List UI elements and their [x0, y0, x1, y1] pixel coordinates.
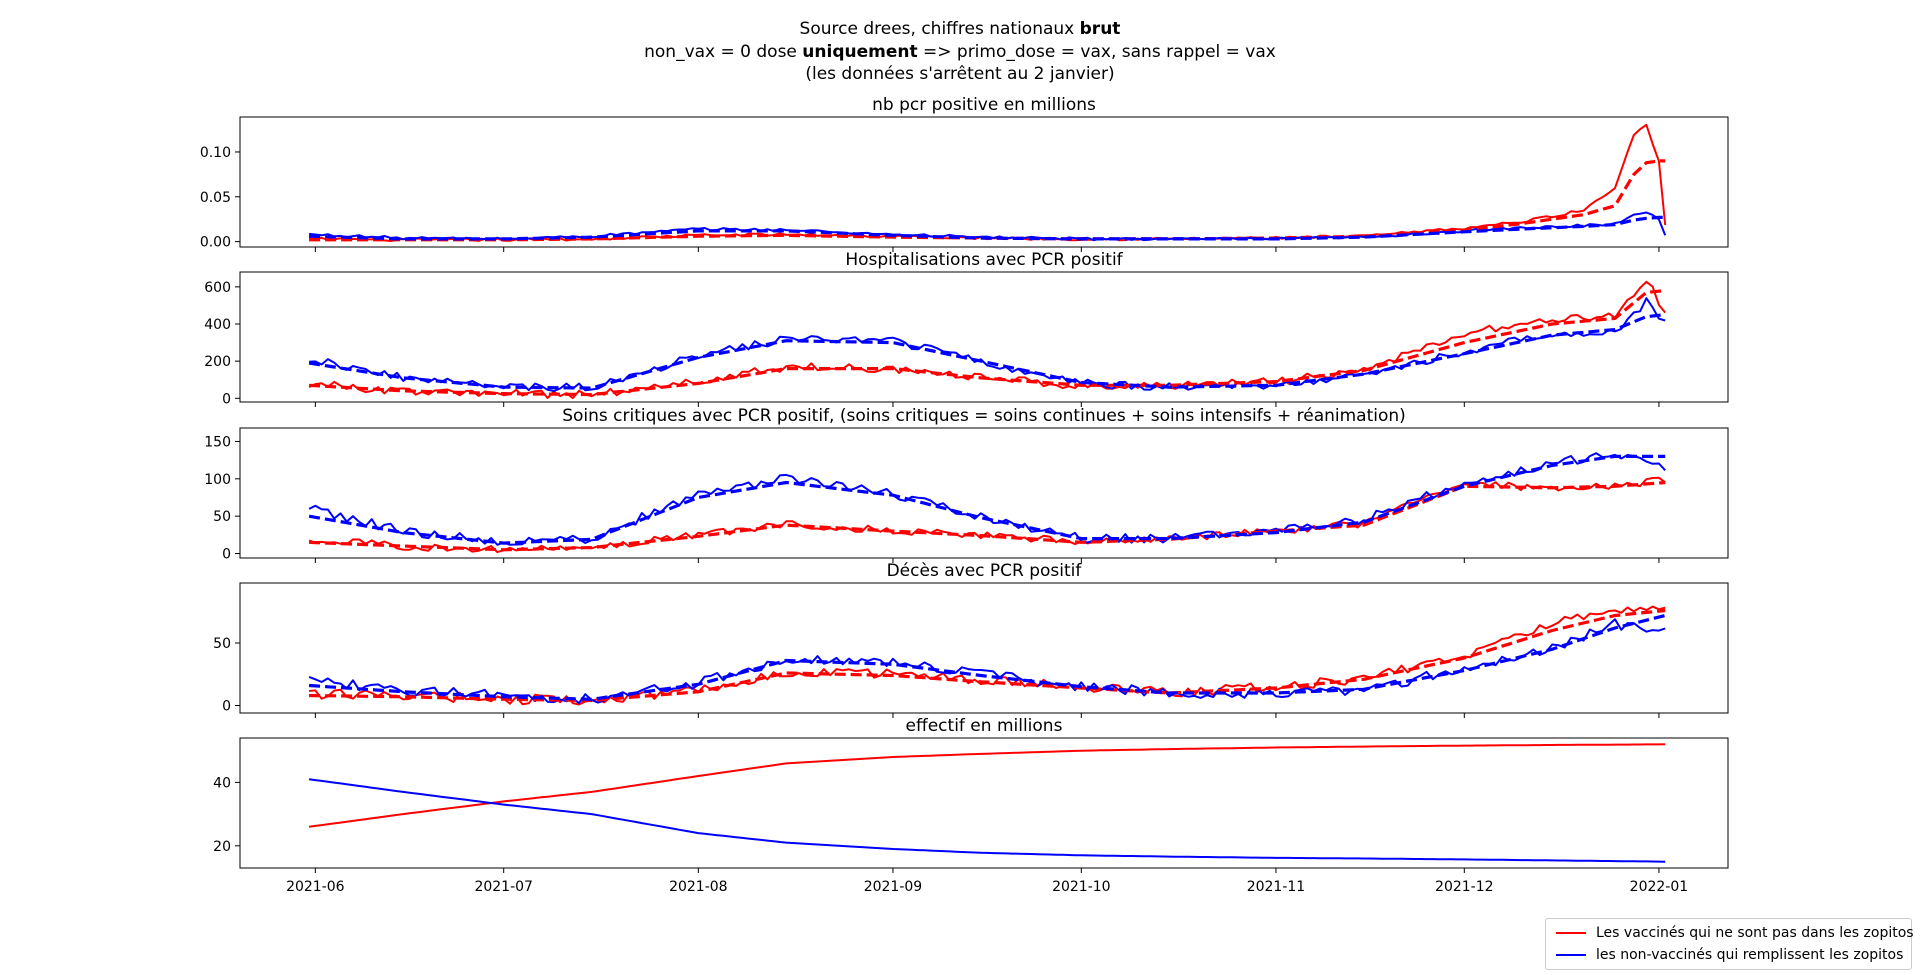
axes-frame — [239, 116, 1729, 248]
legend: Les vaccinés qui ne sont pas dans les zo… — [1545, 918, 1914, 970]
suptitle-line-3: (les données s'arrêtent au 2 janvier) — [0, 63, 1920, 85]
y-tick-label: 200 — [204, 354, 231, 370]
axes-frame — [239, 271, 1729, 403]
trend-line-vax — [309, 608, 1666, 703]
subplot-4: Décès avec PCR positif 0 50 — [213, 561, 1729, 718]
series-line-nonvax — [308, 452, 1666, 546]
x-tick-label: 2021-09 — [864, 879, 923, 895]
trend-line-nonvax — [309, 215, 1666, 241]
series-line-nonvax — [309, 211, 1667, 242]
legend-swatch-vax — [1556, 932, 1586, 934]
axes-frame — [239, 427, 1729, 559]
subplot-title: Soins critiques avec PCR positif, (soins… — [562, 406, 1406, 426]
y-tick-label: 400 — [204, 317, 231, 333]
y-tick-label: 150 — [204, 434, 231, 450]
subplot-title: effectif en millions — [906, 716, 1063, 736]
subplot-1: nb pcr positive en millions 0.00 0.05 0.10 — [200, 95, 1729, 252]
suptitle-line-1-bold: brut — [1079, 19, 1121, 39]
trend-line-nonvax — [308, 613, 1666, 701]
series-line-vax — [308, 743, 1666, 828]
subplot-title: nb pcr positive en millions — [872, 95, 1096, 115]
y-tick-label: 40 — [213, 775, 231, 791]
suptitle-line-2: non_vax = 0 dose uniquement => primo_dos… — [0, 41, 1920, 63]
x-tick-label: 2021-12 — [1435, 879, 1494, 895]
subplot-title: Hospitalisations avec PCR positif — [845, 250, 1123, 270]
axes-frame — [239, 737, 1729, 869]
y-tick-label: 0.00 — [200, 235, 231, 251]
figure-canvas: nb pcr positive en millions 0.00 0.05 0.10 H… — [200, 95, 1729, 895]
subplot-title: Décès avec PCR positif — [887, 561, 1083, 581]
y-tick-label: 0 — [222, 391, 231, 407]
y-tick-label: 600 — [204, 280, 231, 296]
subplot-5: effectif en millions 20 40 2021-06 2021-07 20… — [213, 716, 1729, 895]
legend-swatch-nonvax — [1556, 954, 1586, 956]
y-tick-label: 50 — [213, 509, 231, 525]
x-tick-label: 2021-10 — [1052, 879, 1111, 895]
suptitle-line-1: Source drees, chiffres nationaux brut — [0, 18, 1920, 40]
suptitle-line-2-prefix: non_vax = 0 dose — [644, 42, 803, 62]
suptitle-line-2-suffix: => primo_dose = vax, sans rappel = vax — [917, 42, 1276, 62]
trend-line-vax — [308, 289, 1666, 397]
legend-label-vax: Les vaccinés qui ne sont pas dans les zo… — [1596, 925, 1914, 941]
y-tick-label: 0 — [222, 547, 231, 563]
y-tick-label: 0 — [222, 699, 231, 715]
y-tick-label: 20 — [213, 839, 231, 855]
axes-frame — [239, 582, 1729, 714]
legend-entry-nonvax: les non-vaccinés qui remplissent les zop… — [1546, 945, 1903, 965]
series-line-nonvax — [308, 618, 1666, 705]
subplot-3: Soins critiques avec PCR positif, (soins… — [204, 406, 1729, 563]
x-tick-label: 2021-07 — [474, 879, 533, 895]
y-tick-label: 50 — [213, 636, 231, 652]
suptitle-line-2-bold: uniquement — [802, 42, 918, 62]
series-line-nonvax — [308, 778, 1666, 863]
x-tick-label: 2021-08 — [669, 879, 728, 895]
y-tick-label: 0.05 — [200, 190, 231, 206]
trend-line-vax — [309, 159, 1666, 242]
suptitle-line-3-text: (les données s'arrêtent au 2 janvier) — [805, 64, 1115, 84]
series-line-vax — [309, 123, 1667, 242]
trend-line-nonvax — [308, 454, 1666, 545]
x-tick-label: 2021-06 — [286, 879, 345, 895]
legend-entry-vax: Les vaccinés qui ne sont pas dans les zo… — [1546, 923, 1914, 943]
series-line-vax — [308, 280, 1666, 400]
legend-label-nonvax: les non-vaccinés qui remplissent les zop… — [1596, 947, 1904, 963]
suptitle-line-1-text: Source drees, chiffres nationaux — [799, 19, 1080, 39]
y-tick-label: 100 — [204, 472, 231, 488]
series-line-nonvax — [309, 297, 1666, 392]
x-tick-label: 2022-01 — [1630, 879, 1689, 895]
series-line-vax — [309, 605, 1666, 706]
y-tick-label: 0.10 — [200, 145, 231, 161]
x-tick-label: 2021-11 — [1247, 879, 1306, 895]
trend-line-nonvax — [308, 313, 1666, 390]
subplot-2: Hospitalisations avec PCR positif 0 200 400… — [204, 250, 1729, 407]
